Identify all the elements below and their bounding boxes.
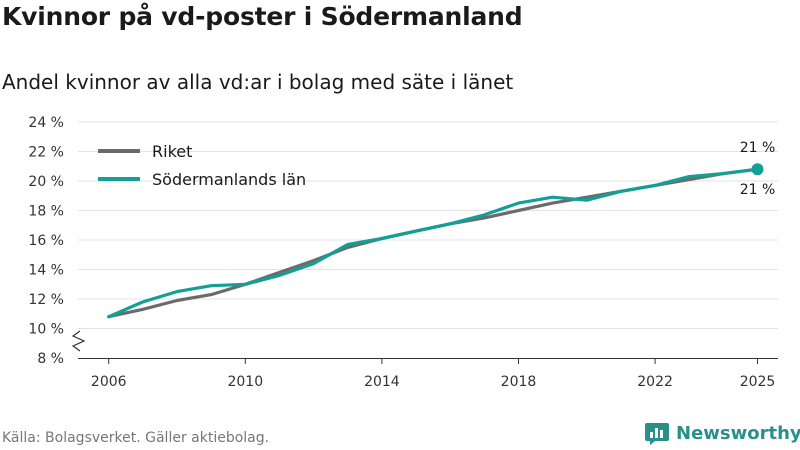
chart-subtitle: Andel kvinnor av alla vd:ar i bolag med … <box>2 70 514 94</box>
endpoint-marker <box>751 163 764 176</box>
y-tick-label: 18 % <box>28 204 64 220</box>
legend-label: Riket <box>152 142 192 161</box>
y-axis-ticks: 8 % 10 % 12 % 14 % 16 % 18 % 20 % 22 % 24 % <box>28 115 64 367</box>
series-line-sodermanland <box>107 167 760 319</box>
x-tick-label: 2018 <box>501 374 537 390</box>
y-tick-label: 10 % <box>28 322 64 338</box>
y-tick-label: 12 % <box>28 292 64 308</box>
chart-title: Kvinnor på vd-poster i Södermanland <box>2 2 523 31</box>
x-tick-label: 2014 <box>364 374 400 390</box>
x-tick-label: 2006 <box>91 374 127 390</box>
x-tick-label: 2022 <box>637 374 673 390</box>
x-axis: 2006 2010 2014 2018 2022 2025 <box>71 330 778 390</box>
legend: Riket Södermanlands län <box>98 142 306 189</box>
series-line-riket <box>107 167 760 319</box>
y-tick-label: 14 % <box>28 263 64 279</box>
brand-bars-icon <box>645 423 669 445</box>
end-label-riket: 21 % <box>740 182 776 198</box>
end-label-sodermanland: 21 % <box>740 140 776 156</box>
y-tick-label: 16 % <box>28 233 64 249</box>
end-labels: 21 % 21 % <box>740 140 776 198</box>
legend-label: Södermanlands län <box>152 170 306 189</box>
axis-break-mark <box>71 330 86 352</box>
series-lines <box>107 163 764 319</box>
line-chart: 8 % 10 % 12 % 14 % 16 % 18 % 20 % 22 % 24 % 2006… <box>28 115 778 390</box>
gridlines <box>78 121 778 329</box>
y-tick-label: 24 % <box>28 115 64 131</box>
brand-name: Newsworthy <box>676 422 800 444</box>
brand-logo: Newsworthy <box>644 420 800 446</box>
y-tick-label: 8 % <box>37 351 64 367</box>
x-tick-label: 2010 <box>227 374 263 390</box>
source-note: Källa: Bolagsverket. Gäller aktiebolag. <box>2 430 270 446</box>
x-tick-label: 2025 <box>740 374 776 390</box>
y-tick-label: 20 % <box>28 174 64 190</box>
y-tick-label: 22 % <box>28 145 64 161</box>
